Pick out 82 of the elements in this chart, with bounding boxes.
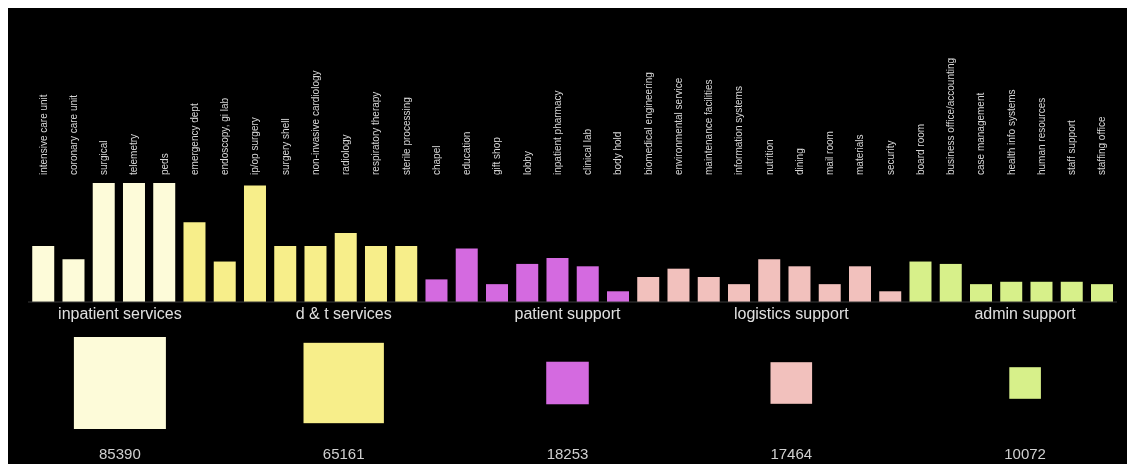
bar [939, 263, 962, 302]
bar [485, 284, 508, 302]
bar [153, 183, 176, 302]
x-tick-label: coronary care unit [67, 94, 79, 175]
x-tick-label: respiratory therapy [370, 91, 382, 175]
bar [697, 277, 720, 302]
x-tick-label: business office/accounting [945, 57, 957, 175]
bar [455, 248, 478, 302]
data-label: 18253 [546, 445, 589, 462]
bar [879, 291, 902, 302]
data-label: 85390 [99, 445, 141, 462]
data-label: 65161 [322, 445, 365, 462]
bar [576, 266, 599, 302]
bar [1060, 281, 1083, 302]
bar [606, 291, 629, 302]
bar [818, 284, 841, 302]
bar [1030, 281, 1053, 302]
bar [364, 246, 387, 302]
x-tick-label: education [461, 131, 473, 175]
x-tick-label: information systems [733, 86, 745, 175]
x-tick-label: endoscopy, gi lab [219, 97, 231, 175]
x-tick-label: board room [914, 123, 926, 175]
x-tick-label: surgical [98, 140, 110, 175]
x-tick-label: health info systems [1005, 89, 1017, 175]
x-tick-label: clinical lab [582, 128, 594, 175]
category-label: logistics support [733, 305, 850, 322]
x-tick-label: lobby [521, 151, 533, 175]
x-tick-label: body hold [612, 131, 624, 175]
data-label: 17464 [770, 445, 813, 462]
x-tick-label: inpatient pharmacy [551, 90, 563, 175]
x-tick-label: biomedical engineering [642, 72, 654, 175]
x-tick-label: dining [793, 148, 805, 175]
bar [667, 268, 690, 302]
bar [727, 284, 750, 302]
bar [1000, 281, 1023, 302]
x-tick-label: staff support [1066, 119, 1078, 175]
x-tick-label: intensive care unit [37, 94, 49, 175]
bar [92, 183, 115, 302]
bar [395, 246, 418, 302]
x-tick-label: mail room [824, 131, 836, 175]
x-tick-label: surgery shell [279, 118, 291, 175]
x-tick-label: materials [854, 134, 866, 175]
bar [122, 183, 145, 302]
x-tick-label: emergency dept [188, 103, 200, 175]
bar [1090, 284, 1113, 302]
category-label: admin support [974, 305, 1077, 322]
x-tick-label: staffing office [1096, 116, 1108, 175]
bar [32, 246, 55, 302]
x-tick-label: sterile processing [400, 97, 412, 175]
bar [969, 284, 992, 302]
category-label: d & t services [295, 305, 392, 322]
bar [213, 261, 236, 302]
x-tick-label: maintenance facilities [703, 79, 715, 175]
category-label: inpatient services [58, 305, 182, 322]
x-tick-label: chapel [430, 145, 442, 175]
bar [516, 263, 539, 302]
bar [243, 185, 266, 302]
x-tick-label: peds [158, 153, 170, 175]
x-tick-label: gift shop [491, 136, 503, 175]
bar [304, 246, 327, 302]
bar [909, 261, 932, 302]
x-tick-label: telemetry [128, 133, 140, 175]
bar [183, 222, 206, 302]
category-label: patient support [514, 305, 621, 322]
bar [425, 279, 448, 302]
bar [546, 257, 569, 302]
data-label: 10072 [1004, 445, 1046, 462]
bar [758, 259, 781, 302]
x-tick-label: environmental service [672, 77, 684, 175]
bar [788, 266, 811, 302]
bar [62, 259, 85, 302]
bar [637, 277, 660, 302]
x-tick-label: human resources [1035, 97, 1047, 175]
bar [274, 246, 297, 302]
x-tick-label: radiology [340, 134, 352, 175]
x-tick-label: non-invasive cardiology [309, 70, 321, 175]
bar [848, 266, 871, 302]
x-tick-label: security [884, 140, 896, 175]
x-tick-label: ip/op surgery [249, 117, 261, 175]
x-tick-label: case management [975, 92, 987, 175]
x-tick-label: nutrition [763, 139, 775, 175]
bar [334, 232, 357, 302]
